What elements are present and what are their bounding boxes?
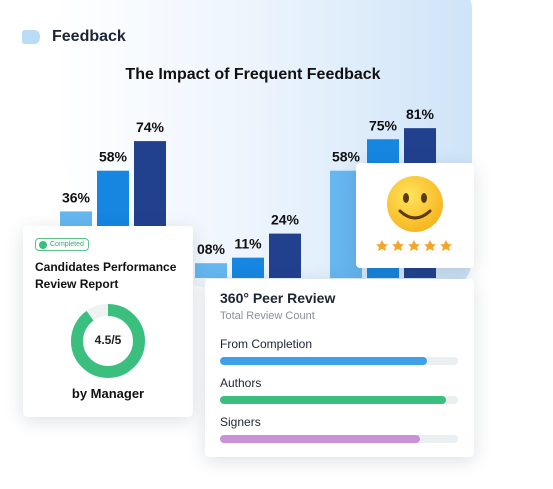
metric-label: Signers xyxy=(220,415,261,429)
metric-bar xyxy=(220,396,447,404)
value-label: 08% xyxy=(197,241,226,257)
value-label: 58% xyxy=(332,149,361,165)
bar xyxy=(232,257,264,278)
card-title: Candidates Performance Review Report xyxy=(35,260,177,291)
value-label: 75% xyxy=(369,117,398,133)
card-caption: by Manager xyxy=(71,386,145,401)
rating-label: 4.5/5 xyxy=(94,333,122,347)
rating-card xyxy=(356,163,474,268)
metric-track xyxy=(220,357,458,365)
metric-bar xyxy=(220,357,428,365)
smiley-rating xyxy=(376,176,452,251)
value-label: 81% xyxy=(406,106,435,122)
bar xyxy=(269,233,301,278)
value-label: 36% xyxy=(62,189,91,205)
value-label: 74% xyxy=(136,119,165,135)
metric-track xyxy=(220,435,458,443)
bar xyxy=(195,263,227,278)
card-subtitle: Total Review Count xyxy=(220,310,315,322)
value-label: 58% xyxy=(99,149,128,165)
header-label: Feedback xyxy=(52,28,126,45)
card-title: 360° Peer Review xyxy=(220,290,336,306)
candidate-card: Completed Candidates Performance Review … xyxy=(23,226,193,417)
metric-label: Authors xyxy=(220,376,262,390)
donut-arc xyxy=(71,304,145,378)
value-label: 11% xyxy=(234,236,262,252)
peer-review-card: 360° Peer Review Total Review Count From… xyxy=(205,279,474,457)
header-icon xyxy=(22,30,40,44)
rating-donut xyxy=(71,304,145,378)
value-label: 24% xyxy=(271,212,300,228)
status-badge: Completed xyxy=(35,238,89,251)
chart-title: The Impact of Frequent Feedback xyxy=(125,66,380,83)
metric-label: From Completion xyxy=(220,337,313,351)
metric-track xyxy=(220,396,458,404)
metric-bar xyxy=(220,435,420,443)
